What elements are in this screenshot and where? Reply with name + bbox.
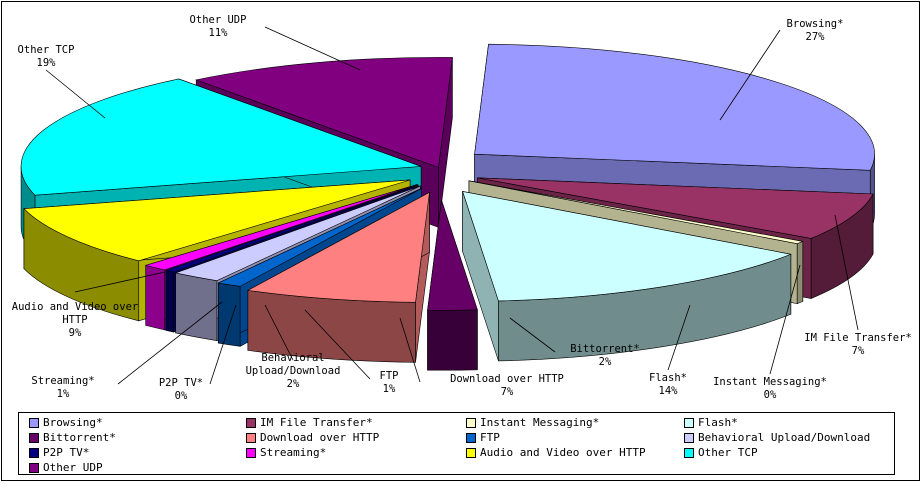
- data-labels: Browsing* 27% IM File Transfer* 7% Instant M…: [12, 14, 912, 402]
- data-label: Behavioral Upload/Download 2%: [246, 352, 341, 390]
- legend-label: FTP: [480, 431, 500, 444]
- leader-line: [834, 214, 859, 331]
- slice-tops: [20, 43, 875, 311]
- legend-swatch: [684, 432, 694, 443]
- data-label: Browsing* 27%: [787, 18, 844, 43]
- legend-swatch: [684, 447, 694, 458]
- pie-slice-audio-and-video-over-http: [23, 179, 411, 262]
- legend-item: Streaming*: [246, 445, 326, 460]
- leader-line: [264, 304, 294, 361]
- data-label: Streaming* 1%: [31, 375, 94, 400]
- legend-label: Other TCP: [698, 446, 758, 459]
- legend-swatch: [684, 417, 694, 428]
- legend-item: Flash*: [684, 415, 738, 430]
- pie-slice-other-tcp: [20, 78, 422, 196]
- leader-line: [117, 301, 223, 385]
- pie-slice-download-over-http: [246, 191, 430, 303]
- pie-slice-flash: [462, 191, 792, 302]
- legend-label: IM File Transfer*: [260, 416, 373, 429]
- legend-swatch: [466, 417, 476, 428]
- pie-slice-behavioral-upload-download: [174, 185, 421, 281]
- legend-swatch: [466, 447, 476, 458]
- leader-line: [209, 304, 237, 385]
- data-label: Audio and Video over HTTP 9%: [12, 301, 138, 339]
- legend-item: Browsing*: [29, 415, 103, 430]
- leader-line: [399, 317, 421, 383]
- pie-slice-ftp: [217, 188, 422, 287]
- data-label: Flash* 14%: [649, 372, 687, 397]
- legend-item: Bittorrent*: [29, 430, 116, 445]
- legend-swatch: [466, 432, 476, 443]
- legend-swatch: [29, 432, 39, 443]
- pie-slice-browsing: [474, 43, 875, 171]
- legend-label: Other UDP: [43, 461, 103, 474]
- slice-side-7-0: [175, 272, 218, 341]
- legend-swatch: [29, 447, 39, 458]
- slice-side-4-0: [427, 309, 478, 371]
- legend-swatch: [246, 447, 256, 458]
- slice-side-9-0: [145, 264, 165, 331]
- pie-slice-bittorrent: [427, 200, 478, 311]
- legend-label: Bittorrent*: [43, 431, 116, 444]
- legend-label: Flash*: [698, 416, 738, 429]
- slice-side-6-0: [217, 282, 241, 347]
- legend-label: Behavioral Upload/Download: [698, 431, 871, 444]
- data-label: FTP 1%: [380, 370, 399, 395]
- legend-swatch: [29, 462, 39, 473]
- data-label: Other TCP 19%: [18, 44, 75, 69]
- legend-label: Audio and Video over HTTP: [480, 446, 646, 459]
- data-label: Download over HTTP 7%: [450, 373, 564, 398]
- legend: Browsing* IM File Transfer* Instant Messag…: [18, 412, 895, 475]
- legend-item: Audio and Video over HTTP: [466, 445, 646, 460]
- pie-slice-other-udp: [195, 57, 453, 168]
- leader-line: [509, 317, 556, 353]
- slice-side-8-0: [165, 270, 174, 333]
- legend-item: Other UDP: [29, 460, 103, 475]
- leader-line: [667, 304, 691, 371]
- pie-slice-p2p-tv: [164, 184, 419, 273]
- legend-label: P2P TV*: [43, 446, 90, 459]
- data-label: Bittorrent* 2%: [570, 343, 640, 368]
- legend-swatch: [246, 417, 256, 428]
- leader-line: [769, 264, 801, 375]
- legend-item: IM File Transfer*: [246, 415, 373, 430]
- legend-item: Download over HTTP: [246, 430, 379, 445]
- data-label: P2P TV* 0%: [159, 377, 203, 402]
- legend-label: Instant Messaging*: [480, 416, 600, 429]
- pie-slice-im-file-transfer: [477, 177, 874, 239]
- data-label: IM File Transfer* 7%: [804, 332, 911, 357]
- legend-label: Download over HTTP: [260, 431, 380, 444]
- pie-slice-instant-messaging: [468, 180, 804, 244]
- pie-slice-streaming: [144, 184, 418, 271]
- legend-item: P2P TV*: [29, 445, 89, 460]
- legend-swatch: [29, 417, 39, 428]
- legend-item: Instant Messaging*: [466, 415, 599, 430]
- leader-line: [45, 69, 106, 119]
- legend-item: Other TCP: [684, 445, 758, 460]
- legend-label: Streaming*: [260, 446, 327, 459]
- legend-item: Behavioral Upload/Download: [684, 430, 870, 445]
- data-label: Instant Messaging* 0%: [713, 376, 827, 401]
- leader-line: [304, 309, 371, 380]
- leader-line: [719, 29, 781, 121]
- legend-label: Browsing*: [43, 416, 103, 429]
- legend-swatch: [246, 432, 256, 443]
- leader-line: [74, 271, 166, 293]
- data-label: Other UDP 11%: [190, 14, 247, 39]
- legend-item: FTP: [466, 430, 500, 445]
- leader-line: [264, 26, 361, 71]
